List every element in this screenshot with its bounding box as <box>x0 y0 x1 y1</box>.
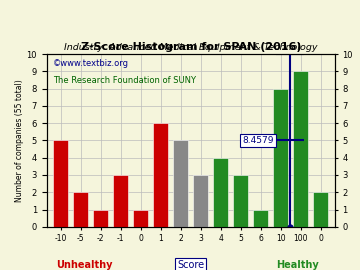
Bar <box>213 158 228 227</box>
Bar <box>193 175 208 227</box>
Bar <box>253 210 268 227</box>
Bar <box>53 140 68 227</box>
Bar <box>93 210 108 227</box>
Text: Unhealthy: Unhealthy <box>56 260 112 270</box>
Bar <box>233 175 248 227</box>
Text: Industry: Advanced Medical Equipment & Technology: Industry: Advanced Medical Equipment & T… <box>64 43 318 52</box>
Text: Healthy: Healthy <box>276 260 319 270</box>
Bar <box>73 192 88 227</box>
Text: Score: Score <box>177 260 204 270</box>
Bar <box>293 71 308 227</box>
Text: ©www.textbiz.org: ©www.textbiz.org <box>53 59 129 68</box>
Bar <box>273 89 288 227</box>
Text: The Research Foundation of SUNY: The Research Foundation of SUNY <box>53 76 195 86</box>
Bar <box>113 175 128 227</box>
Bar <box>133 210 148 227</box>
Bar <box>313 192 328 227</box>
Bar <box>153 123 168 227</box>
Y-axis label: Number of companies (55 total): Number of companies (55 total) <box>15 79 24 202</box>
Bar <box>173 140 188 227</box>
Text: 8.4579: 8.4579 <box>242 136 274 145</box>
Title: Z-Score Histogram for SPAN (2016): Z-Score Histogram for SPAN (2016) <box>81 42 301 52</box>
